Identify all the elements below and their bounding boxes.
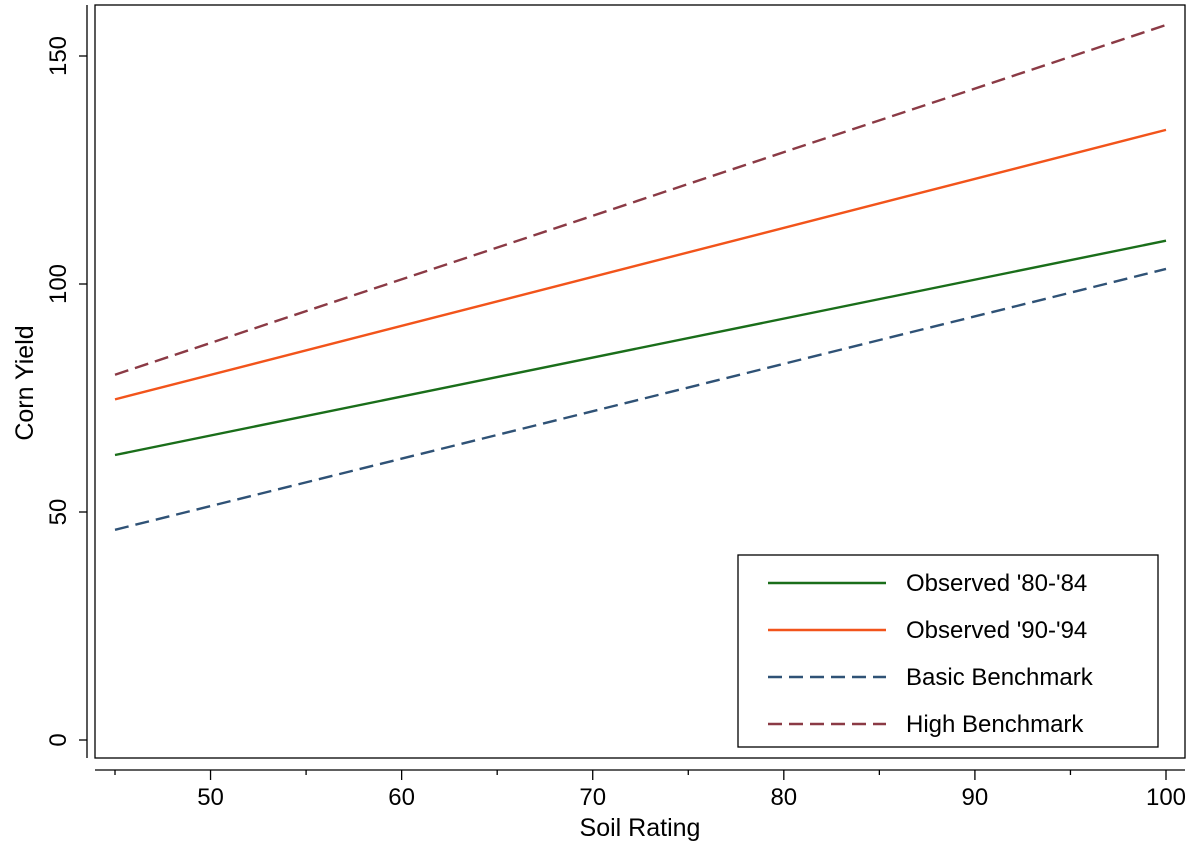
legend-label: Observed '90-'94 [906, 617, 1087, 644]
y-tick-label: 0 [45, 733, 72, 746]
series-line-observed-90-94 [114, 128, 1167, 401]
x-axis-title: Soil Rating [580, 814, 701, 842]
x-axis: 50 60 70 80 90 100 [95, 769, 1186, 811]
legend-label: Basic Benchmark [906, 664, 1094, 691]
series-layer [114, 23, 1167, 531]
y-axis: 0 50 100 150 [45, 5, 88, 758]
legend-label: Observed '80-'84 [906, 570, 1087, 597]
x-tick-label: 100 [1146, 784, 1186, 811]
y-axis-title: Corn Yield [11, 325, 39, 440]
legend-box [737, 554, 1159, 748]
x-tick-label: 80 [770, 784, 797, 811]
x-tick-label: 90 [962, 784, 989, 811]
y-tick-label: 150 [45, 36, 72, 76]
series-line-high-benchmark [114, 23, 1167, 376]
series-line-observed-80-84 [114, 239, 1167, 457]
x-tick-label: 50 [197, 784, 224, 811]
legend: Observed '80-'84 Observed '90-'94 Basic Be… [737, 554, 1159, 748]
x-tick-label: 60 [388, 784, 415, 811]
y-tick-label: 100 [45, 264, 72, 304]
legend-label: High Benchmark [906, 711, 1084, 738]
y-tick-label: 50 [45, 499, 72, 526]
x-tick-label: 70 [579, 784, 606, 811]
series-line-basic-benchmark [114, 267, 1167, 531]
